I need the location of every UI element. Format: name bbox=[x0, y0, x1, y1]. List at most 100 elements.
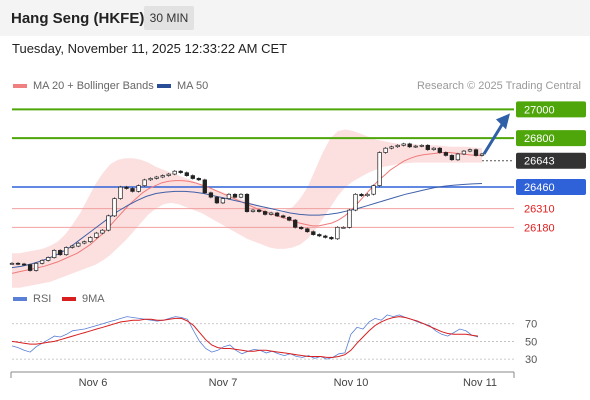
candle-body bbox=[190, 175, 195, 179]
legend-rsi-ma: 9MA bbox=[62, 293, 105, 305]
level-label-27000: 27000 bbox=[524, 104, 555, 116]
level-label-26310: 26310 bbox=[524, 204, 555, 216]
candle-body bbox=[353, 193, 358, 211]
candle bbox=[449, 154, 455, 161]
candle bbox=[178, 170, 183, 174]
candle-body bbox=[238, 193, 244, 198]
candle bbox=[479, 152, 485, 157]
candle-body bbox=[33, 262, 39, 271]
candle-body bbox=[419, 144, 424, 147]
candle-body bbox=[142, 179, 147, 187]
candle bbox=[299, 226, 304, 230]
candle bbox=[287, 216, 292, 222]
legend-bb-swatch bbox=[13, 84, 27, 89]
candle-body bbox=[148, 178, 153, 181]
candle bbox=[323, 234, 328, 239]
candle bbox=[377, 151, 382, 187]
candle-body bbox=[311, 231, 316, 235]
candle bbox=[106, 214, 111, 232]
credit-text: Research © 2025 Trading Central bbox=[416, 80, 581, 92]
candle-body bbox=[52, 250, 57, 258]
candle-body bbox=[473, 149, 479, 156]
candle bbox=[136, 184, 141, 193]
candle-body bbox=[449, 155, 455, 161]
candle-body bbox=[226, 193, 232, 199]
level-tag-26800 bbox=[516, 130, 586, 147]
candle bbox=[443, 151, 449, 157]
candle bbox=[148, 177, 153, 182]
level-label-26643: 26643 bbox=[524, 156, 555, 168]
candle bbox=[244, 193, 250, 213]
candle-body bbox=[250, 209, 256, 212]
candle bbox=[389, 145, 394, 150]
candle-body bbox=[244, 193, 250, 212]
candle-body bbox=[335, 226, 340, 240]
candle-body bbox=[437, 147, 442, 153]
candle-body bbox=[305, 228, 310, 233]
candle bbox=[467, 148, 473, 153]
rsi-line bbox=[11, 314, 479, 360]
candle bbox=[455, 152, 461, 161]
candle-body bbox=[359, 193, 364, 197]
candle-body bbox=[46, 257, 51, 261]
candle-body bbox=[70, 245, 75, 248]
candle bbox=[82, 240, 87, 245]
rsi-tick-label: 30 bbox=[525, 354, 537, 366]
candle-body bbox=[88, 237, 93, 243]
candle-body bbox=[220, 198, 226, 204]
candle bbox=[190, 174, 195, 180]
legend-ma50-label: MA 50 bbox=[177, 80, 209, 92]
candle bbox=[100, 229, 105, 235]
level-tag-27000 bbox=[516, 101, 586, 118]
candle bbox=[15, 262, 21, 266]
candle-body bbox=[232, 193, 238, 198]
candle bbox=[256, 208, 262, 213]
candle bbox=[208, 191, 214, 199]
candle bbox=[27, 263, 33, 272]
candle bbox=[365, 193, 370, 197]
candle bbox=[94, 231, 99, 239]
rsi-tick-label: 70 bbox=[525, 319, 537, 331]
candle bbox=[371, 184, 376, 196]
candle bbox=[112, 197, 117, 217]
candle-body bbox=[371, 185, 376, 195]
candle bbox=[335, 226, 340, 240]
candle-body bbox=[431, 147, 436, 150]
candle-body bbox=[365, 193, 370, 197]
candle-body bbox=[124, 186, 129, 189]
candle bbox=[70, 244, 75, 249]
candle bbox=[160, 174, 165, 179]
candle-body bbox=[214, 196, 220, 204]
candle bbox=[359, 193, 364, 197]
candle-body bbox=[383, 147, 388, 153]
candle bbox=[383, 147, 388, 154]
legend-rsi: RSI bbox=[13, 293, 51, 305]
candle-body bbox=[479, 153, 485, 156]
candle bbox=[401, 142, 406, 147]
candle-body bbox=[178, 170, 183, 173]
candle bbox=[172, 170, 177, 176]
candle bbox=[39, 259, 45, 265]
interval-button[interactable]: 30 MIN bbox=[144, 6, 194, 30]
candle bbox=[184, 171, 189, 177]
candle bbox=[317, 233, 322, 238]
candle-body bbox=[256, 209, 262, 212]
candle-body bbox=[166, 173, 171, 176]
candle bbox=[88, 236, 93, 243]
level-tag-26643 bbox=[516, 152, 586, 169]
candle-body bbox=[389, 146, 394, 149]
candle-body bbox=[281, 215, 286, 218]
candle-body bbox=[76, 242, 81, 247]
candle bbox=[425, 144, 430, 151]
level-tag-26460 bbox=[516, 179, 586, 196]
candle bbox=[250, 208, 256, 213]
candle bbox=[118, 185, 123, 200]
legend-bb: MA 20 + Bollinger Bands bbox=[13, 80, 154, 92]
candle bbox=[232, 193, 238, 199]
candle-body bbox=[172, 170, 177, 175]
candle bbox=[395, 144, 400, 148]
candle-body bbox=[184, 172, 189, 176]
candle bbox=[281, 214, 286, 219]
candle-body bbox=[461, 150, 467, 155]
